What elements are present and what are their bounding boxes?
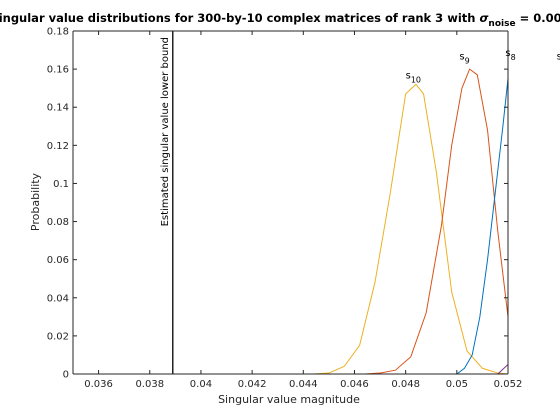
axes-box bbox=[72, 30, 509, 375]
series-label-s8: s8 bbox=[505, 48, 515, 62]
title-symbol: σ bbox=[479, 11, 488, 25]
series-line-s10 bbox=[313, 83, 508, 374]
axes-background bbox=[73, 31, 508, 374]
x-tick-label: 0.044 bbox=[289, 379, 318, 390]
y-tick-label: 0.06 bbox=[47, 255, 69, 266]
lower-bound-label: Estimated singular value lower bound bbox=[160, 37, 171, 226]
title-prefix: Singular value distributions for 300-by-… bbox=[0, 11, 479, 25]
x-tick-label: 0.04 bbox=[190, 379, 212, 390]
series-label-s10: s10 bbox=[406, 71, 421, 85]
y-tick-label: 0.14 bbox=[47, 103, 69, 114]
series-line-s7 bbox=[497, 364, 508, 374]
chart-title: Singular value distributions for 300-by-… bbox=[0, 11, 560, 29]
x-tick-label: 0.036 bbox=[84, 379, 113, 390]
series-label-s7: s7 bbox=[557, 52, 560, 66]
x-tick-label: 0.05 bbox=[446, 379, 468, 390]
title-symbol-subscript: noise bbox=[488, 19, 515, 29]
series-line-s8 bbox=[456, 78, 508, 374]
x-tick-label: 0.042 bbox=[238, 379, 267, 390]
x-tick-label: 0.038 bbox=[135, 379, 164, 390]
y-axis-label: Probability bbox=[29, 172, 42, 231]
y-tick-label: 0.02 bbox=[47, 331, 69, 342]
series-group bbox=[313, 68, 508, 374]
y-tick-label: 0.18 bbox=[47, 27, 69, 38]
series-label-s9: s9 bbox=[459, 52, 469, 66]
y-tick-label: 0.1 bbox=[53, 179, 69, 190]
series-line-s9 bbox=[364, 68, 508, 374]
title-suffix: = 0.001 bbox=[516, 11, 560, 25]
x-tick-label: 0.052 bbox=[494, 379, 523, 390]
y-tick-label: 0.04 bbox=[47, 293, 69, 304]
x-tick-label: 0.046 bbox=[340, 379, 369, 390]
x-tick-label: 0.048 bbox=[391, 379, 420, 390]
y-tick-label: 0.08 bbox=[47, 217, 69, 228]
plot-area: Estimated singular value lower bound 0.03… bbox=[47, 27, 560, 391]
y-tick-label: 0.16 bbox=[47, 65, 69, 76]
y-tick-label: 0.12 bbox=[47, 141, 69, 152]
x-axis-label: Singular value magnitude bbox=[218, 393, 360, 406]
y-tick-label: 0 bbox=[63, 370, 69, 381]
